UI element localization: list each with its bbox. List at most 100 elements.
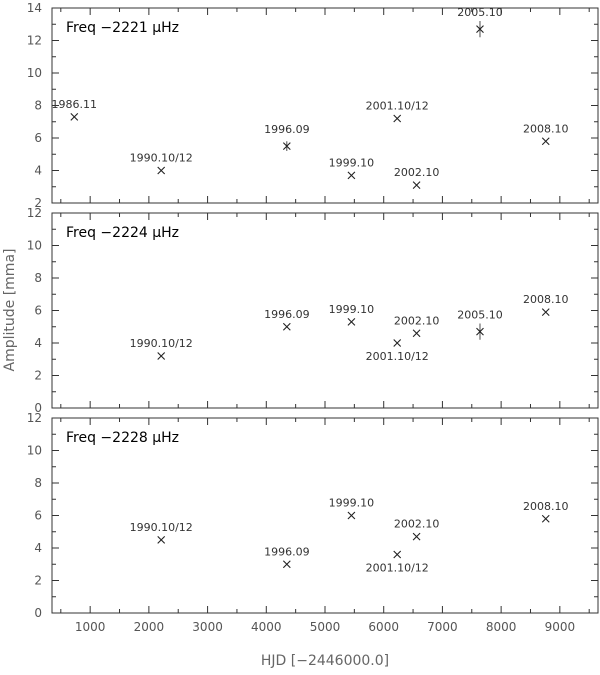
data-point: 2005.10 [457,6,503,38]
panel-frame [51,417,599,614]
data-point: 1999.10 [329,156,375,180]
data-point: 1990.10/12 [130,521,193,544]
y-tick-label: 2 [34,369,42,383]
point-marker-stroke [541,137,550,146]
point-marker-stroke [393,339,402,347]
x-tick-label: 3000 [192,620,223,634]
point-marker-stroke [412,329,421,338]
point-marker-stroke [541,308,550,317]
x-axis-label: HJD [−2446000.0] [261,653,389,669]
point-label: 1996.09 [264,308,310,321]
x-tick-label: 7000 [427,620,458,634]
point-marker-stroke [157,166,166,175]
data-point: 1986.11 [52,98,98,121]
point-marker-stroke [347,511,356,520]
point-marker-stroke [282,560,291,569]
data-point: 2005.10 [457,309,503,340]
panel-title: Freq −2228 μHz [66,430,179,446]
point-label: 2002.10 [394,518,440,531]
point-label: 2005.10 [457,6,503,19]
point-label: 1986.11 [52,98,98,111]
data-point: 2002.10 [394,314,440,338]
data-point: 2002.10 [394,166,440,190]
point-label: 2001.10/12 [366,350,429,363]
point-marker-stroke [282,322,291,331]
x-tick-label: 5000 [310,620,341,634]
point-label: 2008.10 [523,293,569,306]
point-label: 2005.10 [457,309,503,322]
x-tick-label: 4000 [251,620,282,634]
point-label: 1999.10 [329,303,375,316]
y-tick-label: 4 [34,336,42,350]
x-tick-label: 6000 [368,620,399,634]
y-tick-label: 2 [34,196,42,210]
y-tick-label: 12 [27,206,42,220]
data-point: 1996.09 [264,545,310,569]
data-point: 1999.10 [329,497,375,520]
panel-2: 0 2 4 6 8 10 12 Freq −2224 μHz 1990.10/12 1996.09… [27,206,599,415]
data-point: 1990.10/12 [130,337,193,360]
y-tick-label: 4 [34,164,42,178]
data-point: 1999.10 [329,303,375,326]
point-marker-stroke [347,317,356,326]
point-label: 2001.10/12 [366,100,429,113]
y-tick-label: 6 [34,509,42,523]
x-tick-label: 8000 [486,620,517,634]
data-point: 2008.10 [523,500,569,523]
point-label: 1996.09 [264,123,310,136]
point-label: 1990.10/12 [130,152,193,165]
data-point: 2002.10 [394,518,440,541]
y-tick-label: 2 [34,574,42,588]
y-tick-label: 0 [34,401,42,415]
data-point: 2008.10 [523,293,569,317]
point-marker-stroke [393,114,402,123]
point-label: 2001.10/12 [366,562,429,575]
point-label: 1999.10 [329,497,375,510]
y-tick-label: 12 [27,411,42,425]
x-tick-label: 1000 [75,620,106,634]
y-tick-label: 12 [27,34,42,48]
panel-title: Freq −2224 μHz [66,225,179,241]
data-point: 2001.10/12 [366,339,429,363]
y-tick-label: 10 [27,239,42,253]
y-tick-label: 10 [27,66,42,80]
point-label: 2002.10 [394,314,440,327]
y-tick-label: 0 [34,606,42,620]
data-point: 1996.09 [264,308,310,331]
point-marker-stroke [412,532,421,541]
y-axis-label: Amplitude [mma] [2,249,18,372]
panel-frame [51,212,599,409]
data-point: 2001.10/12 [366,100,429,123]
point-marker-stroke [541,514,550,523]
panel-1: 2 4 6 8 10 12 14 Freq −2221 μHz 1986.11 1990.10/1… [27,1,599,210]
point-marker-stroke [412,181,421,190]
y-tick-label: 4 [34,541,42,555]
y-tick-label: 8 [34,271,42,285]
data-point: 1990.10/12 [130,152,193,175]
panel-title: Freq −2221 μHz [66,20,179,36]
x-tick-label: 2000 [134,620,165,634]
point-label: 2008.10 [523,500,569,513]
x-tick-label: 9000 [545,620,576,634]
y-tick-label: 6 [34,304,42,318]
data-point: 2008.10 [523,122,568,146]
panels: 2 4 6 8 10 12 14 Freq −2221 μHz 1986.11 1990.10/1… [27,1,599,634]
panel-3: 0 2 4 6 8 10 12 Freq −2228 μHz 1990.10/12 1996.09… [27,411,599,620]
data-point: 1996.09 [264,123,310,151]
point-label: 1996.09 [264,545,310,558]
y-tick-label: 8 [34,476,42,490]
y-tick-label: 6 [34,131,42,145]
point-label: 1990.10/12 [130,521,193,534]
point-marker-stroke [157,352,166,360]
point-marker-stroke [157,535,166,544]
y-tick-label: 10 [27,444,42,458]
point-label: 1999.10 [329,156,375,169]
y-tick-label: 8 [34,99,42,113]
point-marker-stroke [347,171,356,180]
data-point: 2001.10/12 [366,550,429,575]
point-label: 1990.10/12 [130,337,193,350]
panel-frame [51,7,599,204]
point-label: 2002.10 [394,166,440,179]
point-marker-stroke [70,112,79,121]
